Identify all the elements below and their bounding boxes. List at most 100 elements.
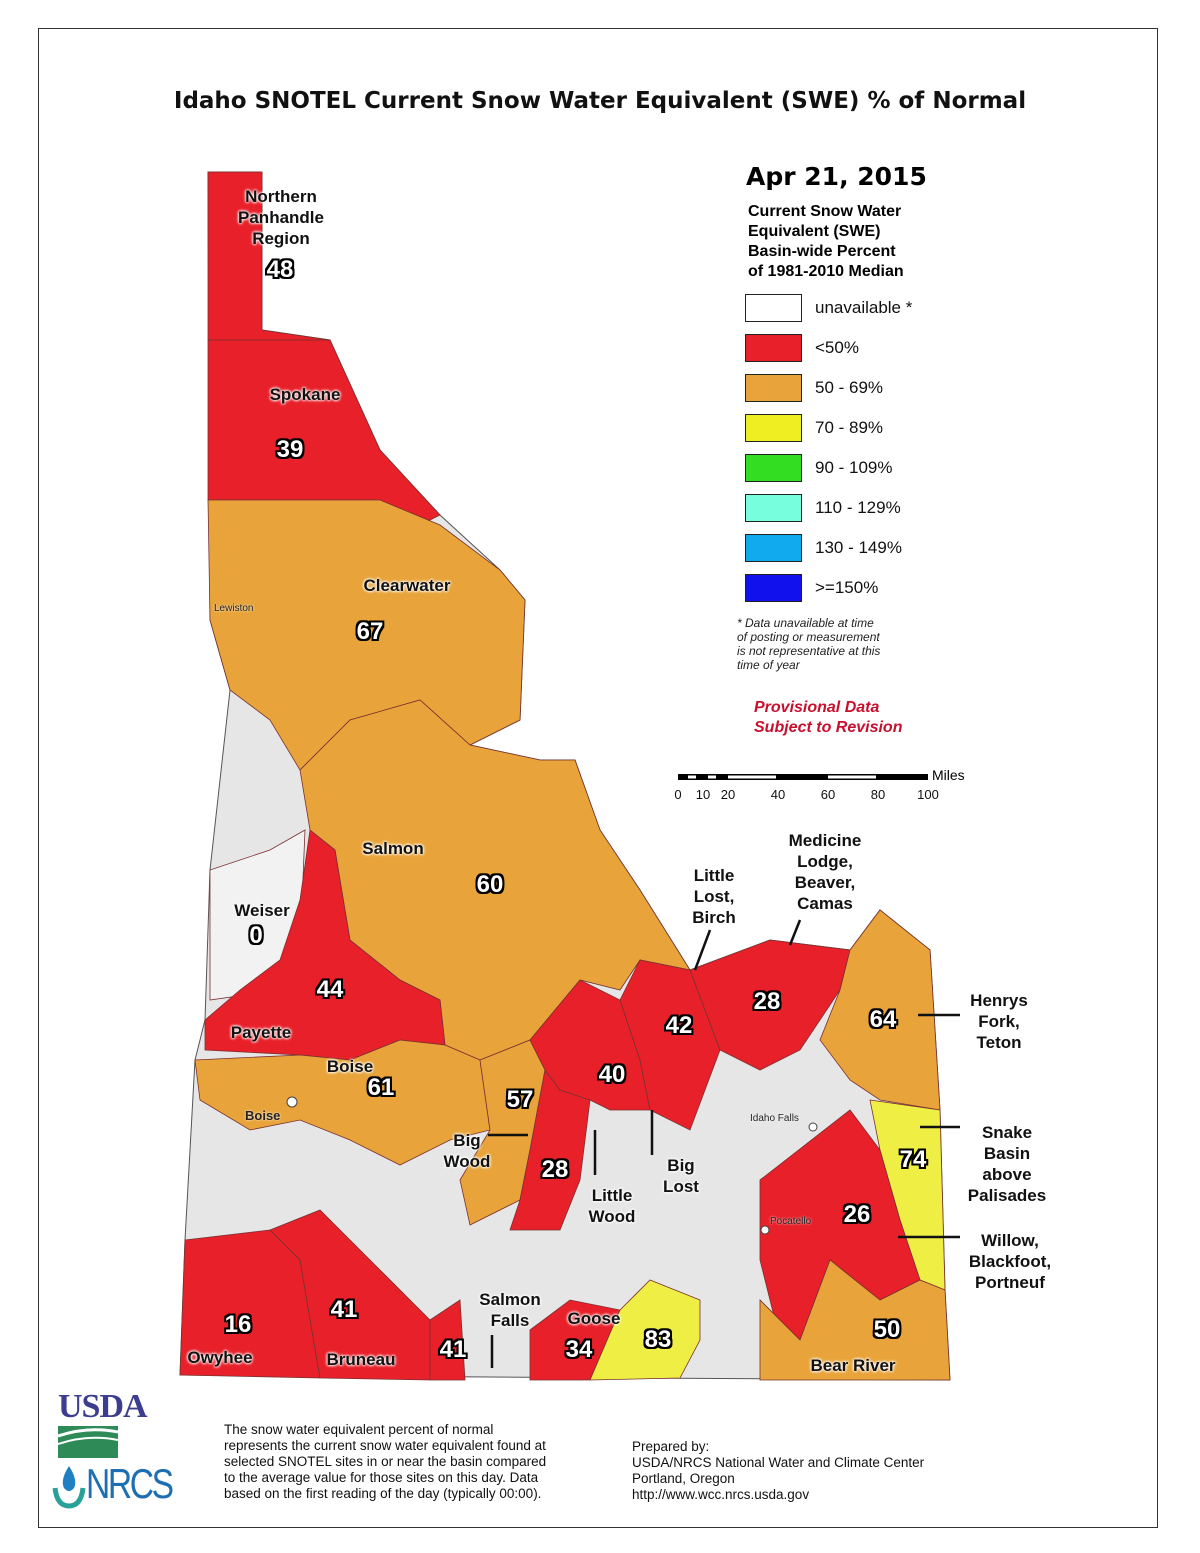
basin-value: 83 — [644, 1326, 672, 1353]
boise-capital-icon — [286, 1096, 298, 1108]
legend-item: 130 - 149% — [745, 533, 902, 563]
legend-swatch — [745, 494, 802, 522]
legend-heading: Current Snow Water Equivalent (SWE) Basi… — [748, 203, 904, 280]
footer-prepared-by: Prepared by: USDA/NRCS National Water an… — [632, 1439, 925, 1502]
scale-tick: 60 — [820, 787, 836, 802]
usda-logo-fields-icon — [58, 1426, 118, 1458]
legend-swatch — [745, 374, 802, 402]
scale-tick: 10 — [695, 787, 711, 802]
legend-label: 90 - 109% — [815, 458, 893, 477]
legend-label: 50 - 69% — [815, 378, 884, 397]
basin-value: 44 — [316, 976, 344, 1003]
basin-name: Boise — [326, 1057, 374, 1076]
basin-name: Henrys Fork, Teton — [970, 991, 1028, 1052]
legend-item: 70 - 89% — [745, 413, 883, 443]
legend-item: <50% — [745, 333, 859, 363]
scale-tick: 80 — [870, 787, 886, 802]
basin-spokane[interactable] — [207, 339, 441, 526]
basin-value: 50 — [873, 1316, 901, 1343]
basin-name: Clearwater — [363, 576, 451, 595]
basin-northern-panhandle[interactable] — [207, 171, 331, 341]
map-date: Apr 21, 2015 — [746, 162, 927, 191]
basin-value: 67 — [356, 618, 384, 645]
scale-tick: 20 — [720, 787, 736, 802]
basin-value: 34 — [565, 1336, 593, 1363]
basin-name: Owyhee — [187, 1348, 253, 1367]
basin-name: Northern Panhandle Region — [238, 187, 324, 248]
basin-name: Goose — [567, 1309, 621, 1328]
legend-label: 110 - 129% — [815, 498, 901, 517]
basin-name: Spokane — [269, 385, 341, 404]
legend-label: unavailable * — [815, 298, 913, 317]
scale-unit: Miles — [932, 767, 965, 783]
basin-83[interactable] — [589, 1279, 701, 1381]
basin-salmon-falls-41[interactable] — [429, 1299, 466, 1381]
basin-value: 28 — [753, 988, 781, 1015]
basin-henrys-fork[interactable] — [819, 909, 941, 1111]
legend-item: unavailable * — [745, 293, 912, 323]
map-title: Idaho SNOTEL Current Snow Water Equivale… — [173, 88, 1027, 114]
scale-tick: 100 — [917, 787, 939, 802]
legend-swatch — [745, 574, 802, 602]
basin-name: Weiser — [234, 901, 290, 920]
provisional-notice: Provisional Data Subject to Revision — [754, 699, 903, 736]
basin-name: Big Lost — [663, 1156, 699, 1196]
idaho-falls-dot-icon — [808, 1122, 818, 1132]
basin-name: Salmon — [362, 839, 424, 858]
basin-value: 28 — [541, 1156, 569, 1183]
legend-label: >=150% — [815, 578, 879, 597]
basin-value: 60 — [476, 871, 504, 898]
basin-boise[interactable] — [194, 1039, 491, 1166]
basin-name: Little Lost, Birch — [692, 866, 736, 927]
legend-swatch — [745, 334, 802, 362]
nrcs-water-drop-icon — [52, 1466, 86, 1509]
map-frame — [38, 28, 1158, 1528]
basin-value: 42 — [665, 1012, 693, 1039]
basin-value: 26 — [843, 1201, 871, 1228]
basin-value: 41 — [330, 1296, 358, 1323]
basin-value: 74 — [899, 1146, 927, 1173]
basin-value: 39 — [276, 436, 304, 463]
legend-swatch — [745, 454, 802, 482]
usda-logo: USDA — [58, 1388, 148, 1425]
legend-item: >=150% — [745, 573, 878, 603]
legend-item: 110 - 129% — [745, 493, 901, 523]
legend-swatch — [745, 414, 802, 442]
legend-label: 130 - 149% — [815, 538, 902, 557]
legend-label: 70 - 89% — [815, 418, 884, 437]
basin-name: Medicine Lodge, Beaver, Camas — [788, 831, 862, 913]
city-lewiston: Lewiston — [214, 603, 254, 614]
basin-name: Bear River — [810, 1356, 896, 1375]
basin-name: Salmon Falls — [479, 1290, 541, 1330]
basin-name: Snake Basin above Palisades — [967, 1123, 1047, 1205]
basin-name: Bruneau — [326, 1350, 396, 1369]
footer-description: The snow water equivalent percent of nor… — [224, 1422, 547, 1501]
basin-value: 48 — [266, 256, 294, 283]
scale-tick: 40 — [770, 787, 786, 802]
leader-lines — [488, 919, 960, 1368]
scale-tick: 0 — [674, 787, 682, 802]
basin-little-lost-birch[interactable] — [619, 959, 721, 1131]
nrcs-logo: NRCS — [86, 1460, 174, 1507]
basin-value: 0 — [249, 922, 263, 949]
basin-value: 64 — [869, 1006, 897, 1033]
pocatello-dot-icon — [760, 1225, 770, 1235]
city-boise: Boise — [245, 1108, 281, 1123]
legend-swatch — [745, 294, 802, 322]
basin-name: Big Wood — [443, 1131, 491, 1171]
basin-name: Payette — [230, 1023, 292, 1042]
legend-item: 50 - 69% — [745, 373, 883, 403]
legend-label: <50% — [815, 338, 859, 357]
city-idaho-falls: Idaho Falls — [750, 1113, 799, 1124]
basin-bear-river[interactable] — [759, 1259, 951, 1381]
legend-swatch — [745, 534, 802, 562]
scale-bar — [678, 774, 928, 780]
basin-medicine-lodge[interactable] — [689, 939, 851, 1071]
basin-value: 16 — [224, 1311, 252, 1338]
city-pocatello: Pocatello — [770, 1216, 812, 1227]
legend-note: * Data unavailable at time of posting or… — [737, 616, 881, 672]
basin-value: 41 — [439, 1336, 467, 1363]
basin-name: Willow, Blackfoot, Portneuf — [968, 1231, 1052, 1292]
